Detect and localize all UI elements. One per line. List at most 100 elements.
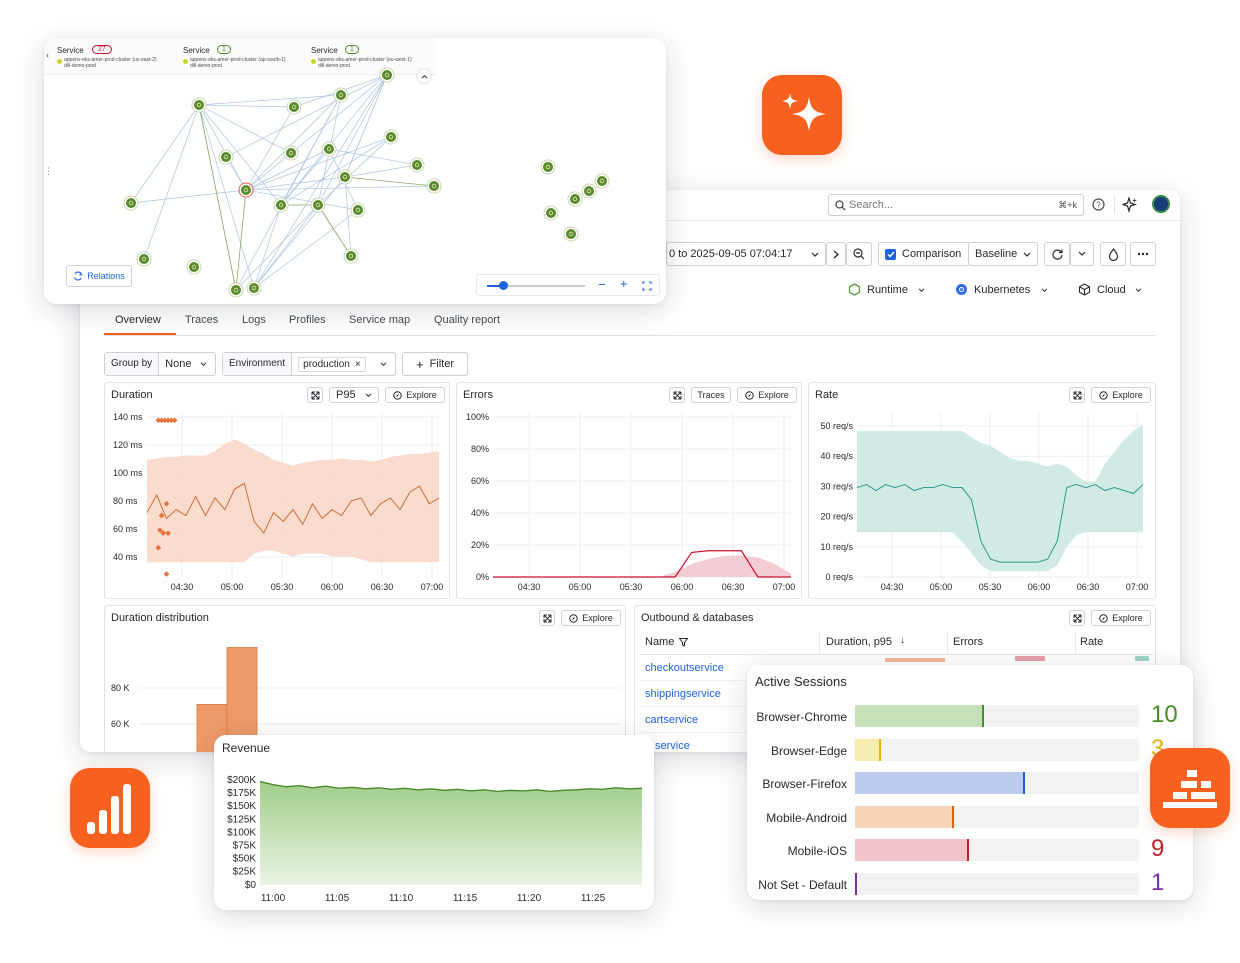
relations-label: Relations: [87, 271, 125, 281]
explore-button[interactable]: Explore: [737, 387, 797, 403]
service-cluster: appenv-eks-amer-prod-cluster (ap-south-1…: [190, 57, 286, 63]
filter-button[interactable]: + Filter: [402, 352, 468, 376]
column-name[interactable]: Name: [645, 636, 675, 648]
zoom-slider-track[interactable]: [487, 285, 585, 287]
avatar[interactable]: [1152, 195, 1170, 213]
fullscreen-button[interactable]: [669, 387, 685, 403]
active-sessions-card: Active Sessions Browser-Chrome 10 Browser-…: [747, 665, 1193, 900]
fullscreen-button[interactable]: [539, 610, 555, 626]
explore-button[interactable]: Explore: [385, 387, 445, 403]
baseline-select[interactable]: Baseline: [968, 242, 1038, 266]
revenue-title: Revenue: [222, 741, 271, 755]
environment-label: Environment: [223, 353, 293, 375]
tab-quality-report[interactable]: Quality report: [434, 314, 501, 326]
fullscreen-button[interactable]: [1069, 610, 1085, 626]
x-tick-label: 11:15: [453, 893, 478, 904]
explore-button[interactable]: Explore: [1091, 610, 1151, 626]
x-tick-label: 04:30: [881, 582, 904, 592]
service-node-core: [289, 102, 299, 112]
traces-button[interactable]: Traces: [691, 387, 731, 403]
filter-icon[interactable]: [679, 638, 688, 647]
panel-title: Duration: [111, 389, 153, 401]
time-range-picker[interactable]: 0 to 2025-09-05 07:04:17: [666, 242, 826, 266]
service-node-core: [189, 262, 199, 272]
session-bar-fill: [855, 738, 881, 761]
tab-traces[interactable]: Traces: [185, 314, 219, 326]
percentile-select[interactable]: P95: [329, 387, 379, 403]
explore-button[interactable]: Explore: [1091, 387, 1151, 403]
tab-profiles[interactable]: Profiles: [289, 314, 326, 326]
drag-handle-icon[interactable]: ⋮: [44, 166, 53, 176]
logs-app-icon[interactable]: [1150, 748, 1230, 828]
service-node-core: [543, 162, 553, 172]
service-node-core: [221, 152, 231, 162]
service-node-core: [566, 229, 576, 239]
table-row-link[interactable]: checkoutservice: [645, 662, 724, 674]
search-box[interactable]: ⌘+k: [828, 194, 1084, 216]
more-button[interactable]: [1130, 242, 1156, 266]
session-count: 9: [1151, 835, 1165, 863]
x-tick-label: 07:00: [773, 582, 796, 592]
kubernetes-icon: [956, 284, 967, 295]
kubernetes-selector[interactable]: Kubernetes: [974, 284, 1031, 296]
service-node-core: [241, 185, 251, 195]
y-tick-label: $25K: [233, 867, 257, 878]
metrics-app-icon[interactable]: [70, 768, 150, 848]
y-tick-label: $125K: [227, 814, 256, 825]
chevron-left-icon[interactable]: ‹: [46, 50, 49, 60]
environment-filter[interactable]: Environment production ×: [222, 352, 396, 376]
table-row-link[interactable]: cartservice: [645, 714, 699, 726]
group-by-select[interactable]: Group by None: [104, 352, 216, 376]
search-icon: [835, 200, 846, 211]
assistant-app-icon[interactable]: [762, 75, 842, 155]
y-tick-label: 120 ms: [113, 440, 143, 450]
refresh-button[interactable]: [1044, 242, 1070, 266]
y-tick-label: 30 req/s: [820, 481, 853, 491]
service-node-core: [546, 208, 556, 218]
service-node-ring: [196, 102, 202, 108]
comparison-toggle[interactable]: Comparison: [878, 242, 970, 266]
service-node-ring: [572, 196, 578, 202]
explore-label: Explore: [1112, 390, 1143, 400]
session-row: Browser-Edge 3: [747, 735, 1193, 765]
time-forward-button[interactable]: [826, 242, 846, 266]
explore-button[interactable]: Explore: [561, 610, 621, 626]
service-node-ring: [388, 134, 394, 140]
sparkle-icon[interactable]: [1122, 197, 1138, 213]
tab-overview[interactable]: Overview: [115, 314, 161, 326]
fullscreen-button[interactable]: [307, 387, 323, 403]
service-node-ring: [586, 188, 592, 194]
y-tick-label: 40%: [471, 508, 489, 518]
runtime-selector[interactable]: Runtime: [867, 284, 908, 296]
group-by-label: Group by: [105, 353, 160, 375]
service-node-ring: [291, 104, 297, 110]
help-icon[interactable]: ?: [1092, 198, 1105, 211]
column-rate[interactable]: Rate: [1080, 636, 1104, 648]
table-row-link[interactable]: service: [655, 740, 690, 752]
expand-icon: [311, 391, 319, 399]
status-dot: [183, 59, 188, 64]
zoom-out-icon[interactable]: −: [598, 277, 606, 292]
column-errors[interactable]: Errors: [953, 636, 983, 648]
table-row-link[interactable]: shippingservice: [645, 688, 721, 700]
fit-screen-icon[interactable]: [642, 281, 652, 291]
session-bar-track: [855, 805, 1139, 828]
refresh-interval-button[interactable]: [1070, 242, 1094, 266]
drop-button[interactable]: [1100, 242, 1126, 266]
fullscreen-button[interactable]: [1069, 387, 1085, 403]
relations-button[interactable]: Relations: [66, 265, 132, 287]
outlier-point: [171, 417, 178, 424]
column-duration[interactable]: Duration, p95: [826, 636, 893, 648]
zoom-in-icon[interactable]: +: [620, 276, 628, 291]
more-icon: [1137, 252, 1149, 256]
cloud-selector[interactable]: Cloud: [1097, 284, 1126, 296]
search-input[interactable]: [849, 197, 1029, 212]
zoom-out-button[interactable]: [846, 242, 872, 266]
service-node-core: [340, 172, 350, 182]
zoom-slider-handle[interactable]: [499, 281, 508, 290]
close-icon[interactable]: ×: [354, 358, 361, 370]
active-tab-indicator: [104, 333, 176, 335]
tab-service-map[interactable]: Service map: [349, 314, 411, 326]
tab-logs[interactable]: Logs: [242, 314, 266, 326]
collapse-button[interactable]: [416, 68, 432, 84]
